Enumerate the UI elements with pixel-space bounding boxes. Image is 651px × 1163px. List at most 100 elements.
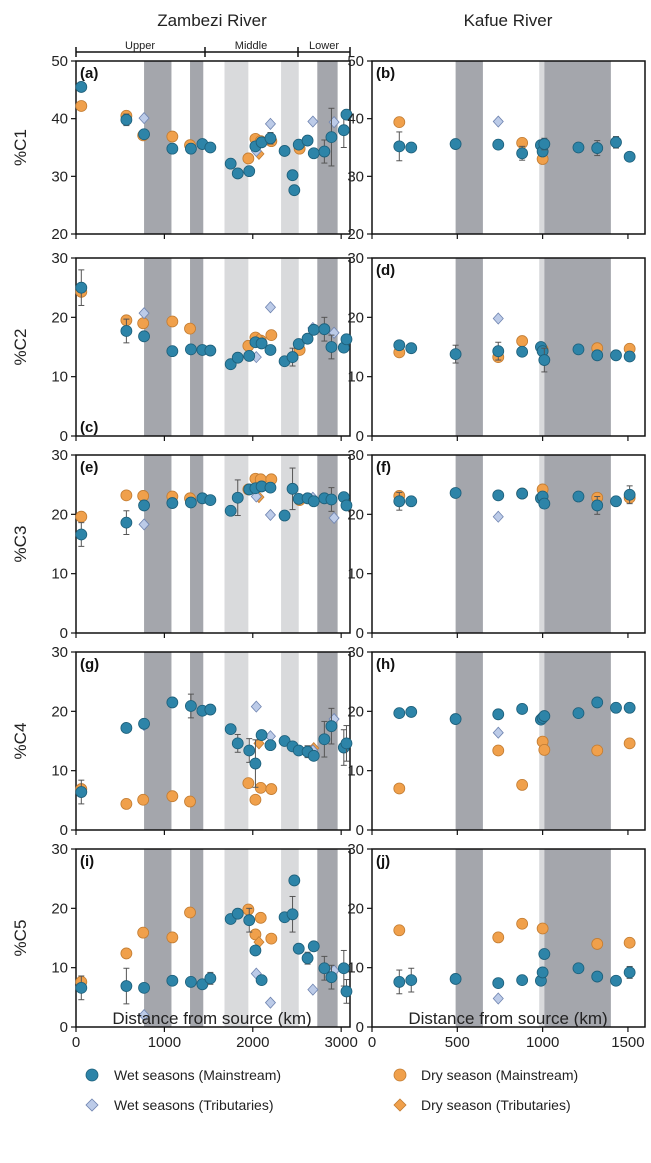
data-point (325, 341, 338, 353)
data-point (231, 491, 244, 504)
data-point (610, 349, 622, 362)
data-point (591, 696, 604, 709)
data-point (307, 115, 319, 128)
data-point (166, 130, 179, 143)
data-point (204, 344, 217, 357)
data-point (610, 136, 622, 149)
data-point (538, 710, 551, 722)
data-point (138, 1009, 150, 1022)
data-point (166, 931, 179, 944)
data-point (120, 980, 133, 992)
data-point (307, 983, 319, 996)
panel-c: 0 10 20 30 %C2 (c) (11, 250, 353, 445)
y-tick-label: 0 (356, 1019, 364, 1036)
band-e-3 (281, 455, 299, 633)
data-point (264, 117, 276, 130)
data-point (255, 337, 268, 350)
band-a-2 (224, 61, 249, 234)
data-point (325, 971, 338, 984)
y-tick-label: 10 (347, 566, 364, 583)
data-point (138, 330, 150, 343)
data-point (264, 996, 276, 1009)
legend-label-wet-trib: Wet seasons (Tributaries) (114, 1097, 274, 1113)
y-tick-label: 30 (51, 447, 68, 464)
data-point (255, 974, 268, 987)
data-point (120, 722, 133, 734)
panel-label-a: (a) (80, 65, 98, 82)
data-point (591, 499, 604, 512)
band-e-1 (190, 455, 204, 633)
panel-b: 20 30 40 50 (b) (347, 53, 646, 243)
y-tick-label: 10 (51, 763, 68, 780)
panel-label-h: (h) (376, 656, 395, 673)
data-point (138, 518, 150, 531)
band-c-0 (144, 258, 172, 436)
data-point (249, 793, 262, 806)
y-tick-label: 0 (356, 625, 364, 642)
data-point (610, 495, 622, 508)
data-point (449, 138, 462, 150)
panels: 20 30 40 50 %C1 (a) 20 30 40 50 (b) 0 10 20 30 %C2 (c) 0 1… (11, 53, 646, 1051)
panel-h: 0 10 20 30 (h) (347, 644, 646, 839)
y-tick-label: 10 (347, 960, 364, 977)
data-point (264, 132, 277, 145)
data-point (572, 141, 585, 154)
data-point (286, 908, 299, 921)
y-tick-label: 10 (347, 369, 364, 386)
legend-label-wet-main: Wet seasons (Mainstream) (114, 1067, 281, 1083)
data-point (610, 701, 622, 714)
data-point (393, 924, 406, 937)
data-point (264, 739, 277, 752)
data-point (166, 696, 179, 709)
data-point (231, 167, 244, 180)
panel-label-f: (f) (376, 459, 391, 476)
data-point (325, 720, 338, 733)
data-point (492, 345, 505, 358)
data-point (120, 325, 133, 337)
data-point (337, 124, 350, 137)
data-point (185, 343, 197, 356)
data-point (623, 936, 636, 949)
data-point (307, 749, 320, 762)
panel-g: 0 10 20 30 %C4 (g) (11, 644, 353, 839)
plot-frame-j (371, 848, 646, 1028)
data-point (265, 783, 278, 795)
x-tick-label: 0 (368, 1034, 376, 1051)
y-tick-label: 40 (347, 111, 364, 128)
panel-label-c: (c) (80, 419, 98, 436)
y-tick-label: 20 (347, 900, 364, 917)
data-point (538, 138, 551, 150)
x-tick-label: 500 (445, 1034, 470, 1051)
band-i-3 (281, 849, 299, 1027)
x-tick-label: 1000 (526, 1034, 559, 1051)
plot-frame-e (75, 454, 351, 634)
data-point (166, 345, 179, 358)
y-tick-label: 0 (60, 625, 68, 642)
data-point (242, 777, 255, 790)
data-point (75, 786, 88, 798)
data-point (243, 349, 256, 362)
y-tick-label: 30 (347, 250, 364, 267)
y-tick-label: 50 (347, 53, 364, 70)
panel-label-e: (e) (80, 459, 98, 476)
data-point (572, 707, 585, 720)
data-point (138, 717, 150, 730)
data-point (318, 323, 331, 336)
data-point (138, 111, 150, 125)
data-point (166, 974, 179, 987)
data-point (328, 116, 340, 129)
data-point (393, 782, 406, 795)
data-point (516, 974, 529, 987)
plot-frame-c (75, 257, 351, 437)
data-point (492, 510, 504, 523)
data-point (224, 723, 237, 736)
data-point (318, 962, 331, 975)
data-point (166, 497, 179, 509)
data-point (516, 147, 529, 160)
data-point (307, 323, 320, 336)
data-point (231, 737, 244, 750)
data-point (231, 907, 244, 920)
x-tick-label: 1000 (148, 1034, 181, 1051)
data-point (340, 499, 353, 512)
